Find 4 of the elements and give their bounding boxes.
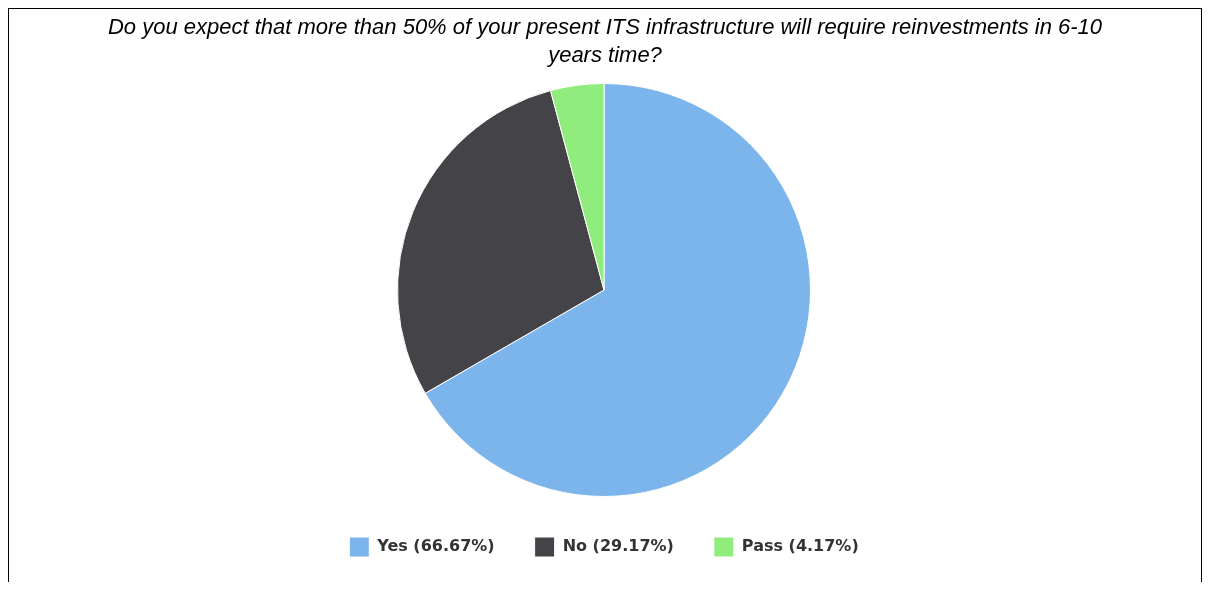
legend-label: Pass (4.17%) <box>741 536 859 556</box>
legend-label: No (29.17%) <box>562 536 674 556</box>
legend-label: Yes (66.67%) <box>376 536 495 556</box>
chart-title: Do you expect that more than 50% of your present ITS infrastructure will require reinvestments in 6-10 years time? <box>106 13 1104 69</box>
